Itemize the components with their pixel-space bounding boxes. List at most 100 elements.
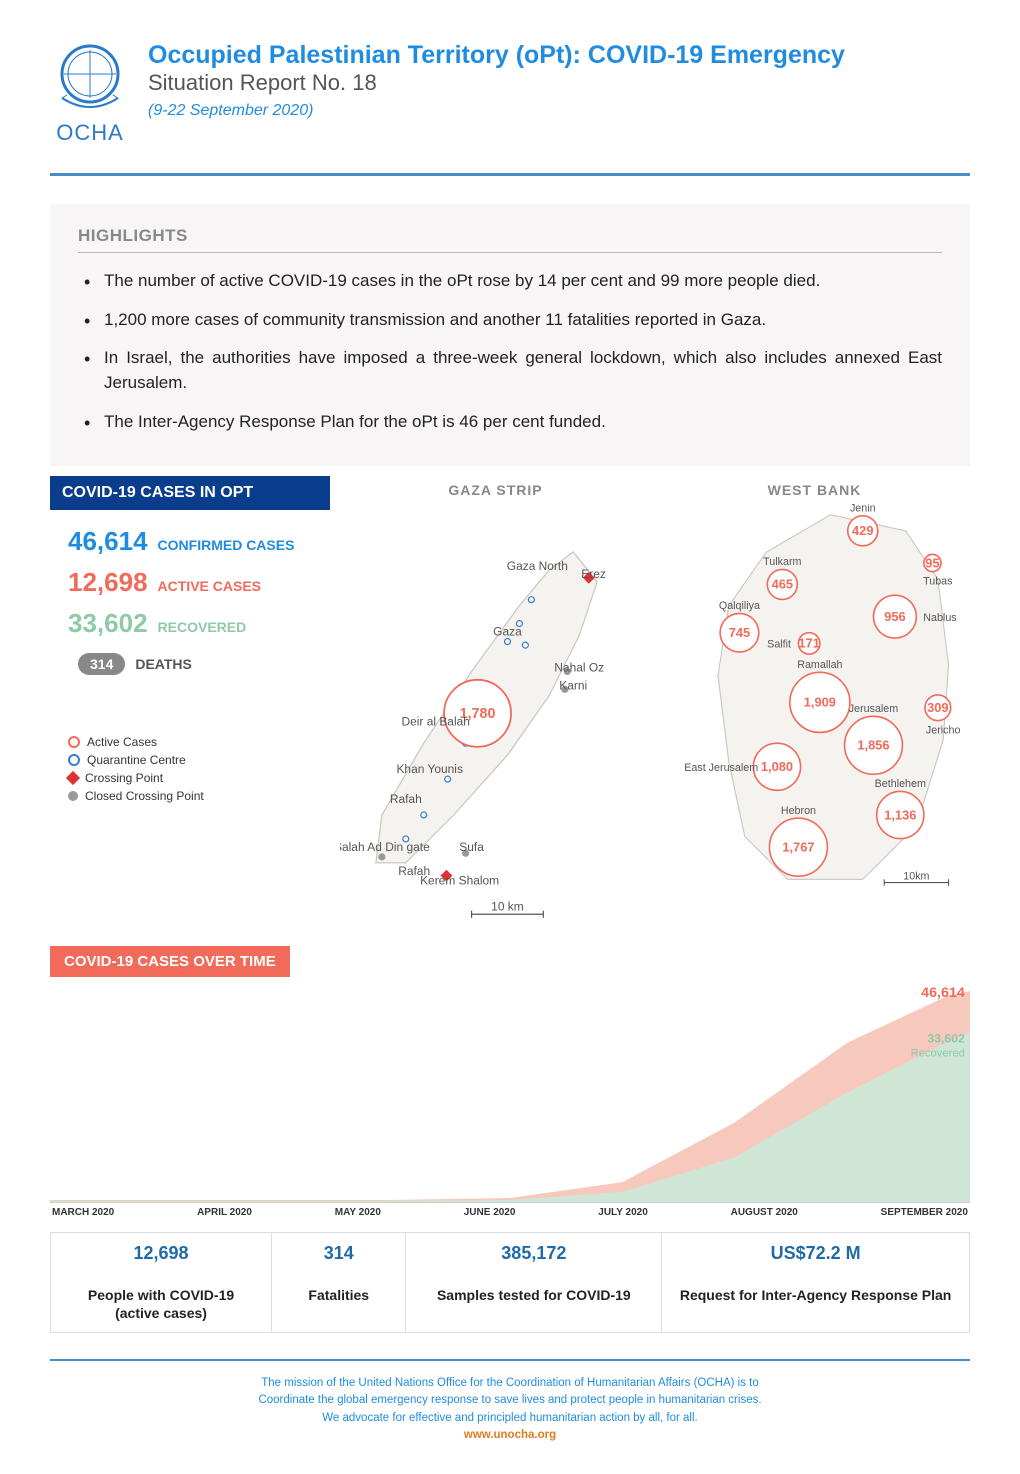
svg-text:745: 745: [729, 625, 750, 640]
westbank-map: WEST BANK 10km 429 Jenin 95 Tubas 465 Tulkarm…: [659, 482, 970, 928]
highlight-item: In Israel, the authorities have imposed …: [104, 346, 942, 395]
legend-quarantine-icon: [68, 754, 80, 766]
highlights-list: The number of active COVID-19 cases in t…: [78, 269, 942, 434]
svg-text:10 km: 10 km: [491, 900, 524, 914]
svg-text:Jerusalem: Jerusalem: [849, 703, 899, 715]
timeline-title: COVID-19 CASES OVER TIME: [50, 946, 290, 977]
svg-text:Erez: Erez: [581, 567, 606, 581]
svg-text:46,614: 46,614: [921, 984, 965, 1000]
svg-text:465: 465: [772, 577, 793, 592]
svg-text:Kerem Shalom: Kerem Shalom: [420, 874, 499, 888]
svg-text:Gaza North: Gaza North: [507, 559, 568, 573]
svg-text:Tulkarm: Tulkarm: [763, 556, 801, 568]
month-label: APRIL 2020: [197, 1207, 252, 1218]
svg-text:Deir al Balah: Deir al Balah: [401, 714, 469, 728]
month-label: MAY 2020: [335, 1207, 381, 1218]
kpi-value: US$72.2 M: [668, 1243, 963, 1264]
recovered-label: RECOVERED: [158, 619, 247, 635]
svg-text:429: 429: [852, 523, 873, 538]
highlights-section: HIGHLIGHTS The number of active COVID-19…: [50, 204, 970, 466]
cases-stats-panel: COVID-19 CASES IN OPT 46,614 CONFIRMED C…: [50, 476, 330, 928]
deaths-label: DEATHS: [135, 656, 192, 672]
svg-text:Salfit: Salfit: [767, 639, 791, 651]
legend-closed-icon: [68, 791, 78, 801]
svg-text:Jenin: Jenin: [850, 504, 876, 515]
svg-text:Khan Younis: Khan Younis: [396, 762, 462, 776]
svg-text:East Jerusalem: East Jerusalem: [684, 762, 758, 774]
legend-item: Active Cases: [87, 735, 157, 749]
page-footer: The mission of the United Nations Office…: [50, 1359, 970, 1454]
month-label: JUNE 2020: [464, 1207, 516, 1218]
svg-text:Qalqiliya: Qalqiliya: [719, 600, 760, 612]
kpi-value: 385,172: [412, 1243, 655, 1264]
svg-text:1,909: 1,909: [804, 695, 836, 710]
ocha-logo: OCHA: [50, 40, 130, 155]
westbank-title: WEST BANK: [659, 482, 970, 498]
month-label: AUGUST 2020: [731, 1207, 798, 1218]
legend-active-icon: [68, 736, 80, 748]
recovered-value: 33,602: [68, 608, 148, 639]
map-legend: Active Cases Quarantine Centre Crossing …: [68, 735, 320, 803]
svg-text:Nahal Oz: Nahal Oz: [554, 661, 604, 675]
svg-text:Recovered: Recovered: [911, 1048, 965, 1060]
timeline-chart: COVID-19 CASES OVER TIME 46,614 33,602 R…: [50, 946, 970, 1218]
highlight-item: The number of active COVID-19 cases in t…: [104, 269, 942, 294]
highlights-heading: HIGHLIGHTS: [78, 226, 942, 253]
kpi-label: People with COVID-19(active cases): [57, 1286, 265, 1322]
month-label: JULY 2020: [598, 1207, 648, 1218]
report-date: (9-22 September 2020): [148, 102, 845, 120]
highlight-item: The Inter-Agency Response Plan for the o…: [104, 410, 942, 435]
confirmed-value: 46,614: [68, 526, 148, 557]
kpi-label: Samples tested for COVID-19: [412, 1286, 655, 1304]
deaths-value: 314: [78, 653, 125, 675]
kpi-table: 12,698 People with COVID-19(active cases…: [50, 1232, 970, 1333]
report-header: OCHA Occupied Palestinian Territory (oPt…: [50, 40, 970, 176]
active-label: ACTIVE CASES: [158, 578, 261, 594]
svg-text:OCHA: OCHA: [56, 120, 124, 145]
report-title: Occupied Palestinian Territory (oPt): CO…: [148, 40, 845, 70]
svg-text:Salah Ad Din gate: Salah Ad Din gate: [340, 840, 430, 854]
svg-text:309: 309: [927, 700, 948, 715]
svg-text:1,136: 1,136: [884, 807, 916, 822]
report-subtitle: Situation Report No. 18: [148, 70, 845, 96]
svg-text:Tubas: Tubas: [923, 576, 952, 588]
svg-text:Sufa: Sufa: [459, 840, 484, 854]
kpi-value: 12,698: [57, 1243, 265, 1264]
kpi-label: Request for Inter-Agency Response Plan: [668, 1286, 963, 1304]
svg-text:956: 956: [884, 609, 905, 624]
legend-item: Quarantine Centre: [87, 753, 186, 767]
timeline-xaxis: MARCH 2020 APRIL 2020 MAY 2020 JUNE 2020…: [50, 1203, 970, 1218]
legend-crossing-icon: [66, 771, 80, 785]
svg-text:1,080: 1,080: [761, 759, 793, 774]
svg-text:Nablus: Nablus: [923, 612, 956, 624]
kpi-value: 314: [278, 1243, 399, 1264]
month-label: SEPTEMBER 2020: [881, 1207, 968, 1218]
svg-text:1,767: 1,767: [782, 840, 814, 855]
footer-line: Coordinate the global emergency response…: [50, 1392, 970, 1409]
svg-text:Karni: Karni: [559, 679, 587, 693]
highlight-item: 1,200 more cases of community transmissi…: [104, 308, 942, 333]
month-label: MARCH 2020: [52, 1207, 114, 1218]
kpi-label: Fatalities: [278, 1286, 399, 1304]
svg-text:33,602: 33,602: [927, 1032, 965, 1046]
footer-line: We advocate for effective and principled…: [50, 1410, 970, 1427]
confirmed-label: CONFIRMED CASES: [158, 537, 295, 553]
svg-text:1,856: 1,856: [857, 738, 889, 753]
svg-text:10km: 10km: [903, 871, 929, 883]
infographic: COVID-19 CASES IN OPT 46,614 CONFIRMED C…: [50, 476, 970, 1333]
gaza-map: GAZA STRIP: [340, 482, 651, 928]
active-value: 12,698: [68, 567, 148, 598]
svg-text:95: 95: [925, 555, 939, 570]
svg-text:Gaza: Gaza: [493, 625, 522, 639]
cases-panel-title: COVID-19 CASES IN OPT: [50, 476, 330, 510]
svg-text:Jericho: Jericho: [926, 725, 961, 737]
svg-text:Ramallah: Ramallah: [797, 659, 842, 671]
svg-text:Hebron: Hebron: [781, 805, 816, 817]
gaza-title: GAZA STRIP: [340, 482, 651, 498]
svg-text:Rafah: Rafah: [390, 792, 422, 806]
svg-text:Bethlehem: Bethlehem: [875, 778, 926, 790]
svg-text:171: 171: [798, 636, 819, 651]
footer-line: The mission of the United Nations Office…: [50, 1375, 970, 1392]
legend-item: Crossing Point: [85, 771, 163, 785]
legend-item: Closed Crossing Point: [85, 789, 204, 803]
